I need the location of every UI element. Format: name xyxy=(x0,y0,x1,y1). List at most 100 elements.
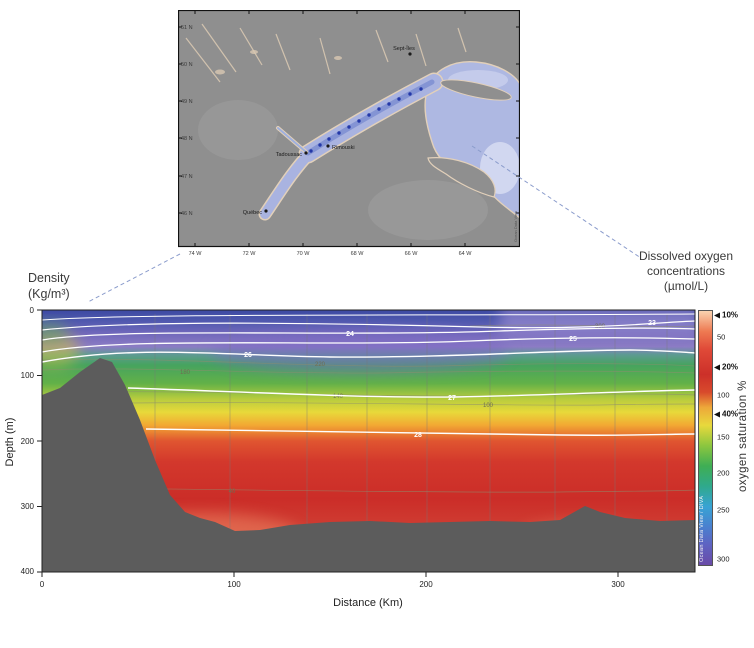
oxygen-annotation: Dissolved oxygen concentrations (µmol/L) xyxy=(620,249,752,294)
x-tick-label: 0 xyxy=(40,580,45,589)
oxygen-annotation-line1: Dissolved oxygen xyxy=(638,249,734,263)
land-relief xyxy=(368,180,488,240)
map-svg: Sept-Îles Rimouski Tadoussac Québec 51 N… xyxy=(177,9,521,257)
x-axis-title: Distance (Km) xyxy=(333,597,403,609)
density-contour-label: 24 xyxy=(346,331,354,338)
section-plot: 300 220 180 140 100 40 xyxy=(0,300,754,648)
arrow-left-icon xyxy=(714,364,720,370)
colorbar-mark-label: 20% xyxy=(722,362,739,372)
colorbar-mark-label: 10% xyxy=(722,310,739,320)
density-contour-label: 26 xyxy=(244,352,252,359)
colorbar-tick-200: 200 xyxy=(714,469,730,478)
anticosti-island xyxy=(440,79,512,101)
density-contour-lines xyxy=(42,313,695,436)
station-markers xyxy=(309,87,423,153)
lat-label: 47 N xyxy=(181,174,193,180)
oxygen-contour-label: 40 xyxy=(229,489,236,495)
lon-label: 70 W xyxy=(297,251,311,257)
axis-ticks xyxy=(37,309,619,577)
x-tick-label: 300 xyxy=(611,580,625,589)
colorbar-tick-250: 250 xyxy=(714,506,730,515)
lat-label: 49 N xyxy=(181,99,193,105)
colorbar-tick-label: 50 xyxy=(717,332,726,342)
density-annotation-line2: (Kg/m³) xyxy=(28,287,70,302)
density-annotation-line1: Density xyxy=(28,271,70,285)
y-tick-label: 300 xyxy=(21,502,35,511)
seafloor-bathymetry xyxy=(42,358,695,572)
arrow-left-icon xyxy=(714,411,720,417)
oxygen-contour-label: 300 xyxy=(595,324,606,330)
colorbar-tick-150: 150 xyxy=(714,433,730,442)
lon-label: 64 W xyxy=(459,251,473,257)
oxygen-contour-lines xyxy=(42,324,695,493)
arrow-left-icon xyxy=(714,312,720,318)
colorbar-ticks: 10% 50 20% 100 40% 150 200 250 300 xyxy=(714,310,754,566)
colorbar-tick-label: 150 xyxy=(717,432,730,442)
connector-line-left xyxy=(87,253,181,303)
oxygen-colorbar xyxy=(698,310,713,566)
city-label-rimouski: Rimouski xyxy=(332,145,355,151)
colorbar-mark-10: 10% xyxy=(714,311,738,320)
y-tick-label: 400 xyxy=(21,567,35,576)
colorbar-tick-300: 300 xyxy=(714,555,730,564)
y-tick-label: 100 xyxy=(21,371,35,380)
map-frame xyxy=(177,9,521,248)
colorbar-tick-label: 100 xyxy=(717,390,730,400)
city-dot-quebec xyxy=(264,209,268,213)
y-axis-title: Depth (m) xyxy=(4,418,16,467)
colorbar-tick-label: 200 xyxy=(717,468,730,478)
density-contour-label: 25 xyxy=(569,336,577,343)
land-relief xyxy=(198,100,278,160)
lon-label: 74 W xyxy=(189,251,203,257)
lat-label: 51 N xyxy=(181,25,193,31)
lakes xyxy=(215,50,342,75)
oxygen-annotation-line3: (µmol/L) xyxy=(663,279,709,293)
map-frame-ticks xyxy=(178,10,520,247)
x-tick-labels: 0 100 200 300 xyxy=(40,580,625,589)
x-tick-label: 100 xyxy=(227,580,241,589)
city-label-sept-iles: Sept-Îles xyxy=(393,45,415,52)
oxygen-contour-label: 100 xyxy=(483,403,494,409)
y-tick-label: 0 xyxy=(30,306,35,315)
colorbar-tick-100: 100 xyxy=(714,391,730,400)
saguenay-river xyxy=(276,126,308,154)
city-label-tadoussac: Tadoussac xyxy=(276,152,303,158)
colorbar-tick-label: 250 xyxy=(717,505,730,515)
lon-label: 72 W xyxy=(243,251,257,257)
map-panel: Sept-Îles Rimouski Tadoussac Québec 51 N… xyxy=(177,9,521,260)
oxygen-annotation-line2: concentrations xyxy=(646,264,726,278)
colorbar-mark-20: 20% xyxy=(714,363,738,372)
oxygen-contour-labels: 300 220 180 140 100 40 xyxy=(180,324,606,495)
oxygen-contour-label: 140 xyxy=(333,394,344,400)
density-contour-label: 27 xyxy=(448,395,456,402)
lat-label: 48 N xyxy=(181,136,193,142)
section-svg: 300 220 180 140 100 40 xyxy=(4,306,696,609)
city-markers xyxy=(264,52,412,213)
oxygen-contour-label: 220 xyxy=(315,362,326,368)
y-tick-labels: 0 100 200 300 400 xyxy=(21,306,35,576)
colorbar-mark-40: 40% xyxy=(714,410,738,419)
lat-labels: 51 N 50 N 49 N 48 N 47 N 46 N xyxy=(181,25,193,217)
colorbar-tick-50: 50 xyxy=(714,333,725,342)
rivers xyxy=(185,23,467,83)
city-dot-tadoussac xyxy=(304,151,308,155)
density-contour-label: 28 xyxy=(414,432,422,439)
colorbar-mark-label: 40% xyxy=(722,409,739,419)
density-contour-labels: 23 24 25 26 27 28 xyxy=(244,320,656,439)
city-label-quebec: Québec xyxy=(243,210,263,216)
lon-label: 66 W xyxy=(405,251,419,257)
x-tick-label: 200 xyxy=(419,580,433,589)
density-contour-label: 23 xyxy=(648,320,656,327)
lat-label: 46 N xyxy=(181,211,193,217)
colorbar-credit: Ocean Data View / DIVA xyxy=(699,495,705,562)
lon-labels: 74 W 72 W 70 W 68 W 66 W 64 W xyxy=(189,251,473,257)
oxygen-contour-label: 180 xyxy=(180,370,191,376)
map-credit: Ocean Data View xyxy=(513,211,518,242)
city-dot-sept-iles xyxy=(408,52,412,56)
city-dot-rimouski xyxy=(326,144,330,148)
y-tick-label: 200 xyxy=(21,437,35,446)
lon-label: 68 W xyxy=(351,251,365,257)
density-annotation: Density (Kg/m³) xyxy=(28,270,70,303)
lat-label: 50 N xyxy=(181,62,193,68)
